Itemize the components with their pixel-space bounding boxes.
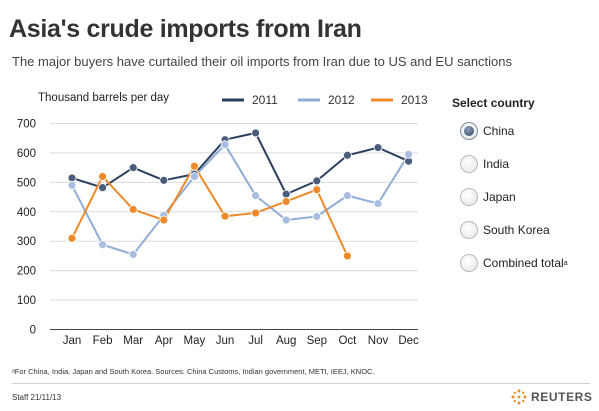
y-tick-label: 700 (17, 119, 36, 131)
legend-label-2011: 2011 (252, 93, 278, 107)
data-point-2011 (98, 183, 107, 193)
data-point-2013 (312, 185, 322, 195)
data-point-2013 (220, 211, 230, 221)
data-point-2013 (98, 172, 107, 181)
series-line-2011 (71, 131, 410, 196)
option-south-korea[interactable]: South Korea (452, 217, 592, 243)
data-point-2013 (342, 251, 352, 261)
y-tick-label: 600 (17, 148, 36, 160)
legend-label-2012: 2012 (328, 93, 355, 107)
country-selector: Select country China India Japan South K… (452, 96, 592, 283)
option-india[interactable]: India (452, 151, 592, 177)
x-tick-label: Feb (93, 335, 113, 347)
data-point-2012 (281, 215, 291, 225)
radio-combined-total[interactable] (460, 254, 478, 272)
data-point-2012 (220, 140, 230, 150)
option-china[interactable]: China (452, 118, 592, 144)
x-tick-label: Jun (216, 335, 235, 347)
brand-text: REUTERS (531, 390, 593, 404)
data-point-2012 (128, 250, 138, 259)
data-point-2011 (159, 175, 169, 185)
data-point-2011 (67, 173, 77, 183)
data-point-2012 (373, 199, 383, 208)
data-point-2011 (342, 150, 352, 160)
chart-subtitle: The major buyers have curtailed their oi… (12, 54, 513, 69)
option-label: India (483, 157, 510, 171)
option-combined-total[interactable]: Combined total a (452, 250, 592, 276)
divider (12, 383, 590, 384)
data-point-2011 (312, 176, 322, 186)
x-tick-label: Oct (338, 335, 357, 347)
y-tick-label: 500 (17, 177, 36, 189)
footnote: ᵃFor China, India, Japan and South Korea… (12, 367, 375, 376)
y-tick-label: 400 (17, 207, 36, 219)
data-point-2012 (404, 149, 414, 159)
data-point-2012 (98, 240, 107, 250)
data-point-2013 (128, 205, 138, 214)
data-point-2013 (159, 215, 169, 225)
line-chart: Thousand barrels per day 0 100 200 300 400 500… (17, 92, 428, 347)
radio-south-korea[interactable] (460, 221, 478, 239)
x-tick-label: Mar (123, 335, 143, 347)
data-point-2012 (312, 212, 322, 221)
option-label: South Korea (483, 223, 550, 237)
data-point-2012 (189, 172, 199, 181)
data-point-2013 (67, 233, 77, 243)
x-tick-label: Apr (155, 335, 173, 347)
option-superscript: a (563, 259, 568, 267)
x-tick-label: Sep (307, 335, 327, 347)
data-point-2012 (342, 191, 352, 201)
y-tick-label: 300 (17, 236, 36, 248)
legend-label-2013: 2013 (401, 93, 428, 107)
selector-title: Select country (452, 96, 535, 110)
chart-title: Asia's crude imports from Iran (9, 15, 362, 43)
data-point-2013 (281, 197, 291, 206)
x-tick-label: Jan (63, 335, 82, 347)
data-point-2011 (251, 128, 261, 138)
radio-china[interactable] (460, 122, 478, 140)
y-axis-label: Thousand barrels per day (38, 92, 169, 104)
y-tick-label: 200 (17, 266, 36, 278)
option-label: Combined total (483, 256, 564, 270)
data-point-2011 (281, 189, 291, 199)
y-tick-label: 100 (17, 295, 36, 307)
reuters-logo: REUTERS (510, 388, 593, 406)
x-tick-label: Dec (398, 335, 419, 347)
radio-japan[interactable] (460, 188, 478, 206)
data-point-2011 (373, 143, 383, 153)
staff-credit: Staff 21/11/13 (12, 393, 62, 402)
x-tick-label: Nov (368, 335, 389, 347)
series-line-2013 (71, 165, 349, 257)
data-point-2011 (128, 163, 138, 173)
option-japan[interactable]: Japan (452, 184, 592, 210)
x-tick-label: Jul (248, 335, 263, 347)
series-line-2012 (71, 143, 410, 256)
data-point-2013 (189, 161, 199, 171)
radio-india[interactable] (460, 155, 478, 173)
data-point-2012 (67, 180, 77, 190)
data-point-2013 (251, 208, 261, 218)
x-tick-label: May (184, 335, 206, 347)
option-label: China (483, 124, 515, 138)
reuters-dots-icon (511, 389, 527, 405)
x-tick-label: Aug (276, 335, 296, 347)
data-point-2012 (251, 191, 261, 201)
option-label: Japan (483, 190, 516, 204)
y-tick-label: 0 (30, 325, 36, 337)
